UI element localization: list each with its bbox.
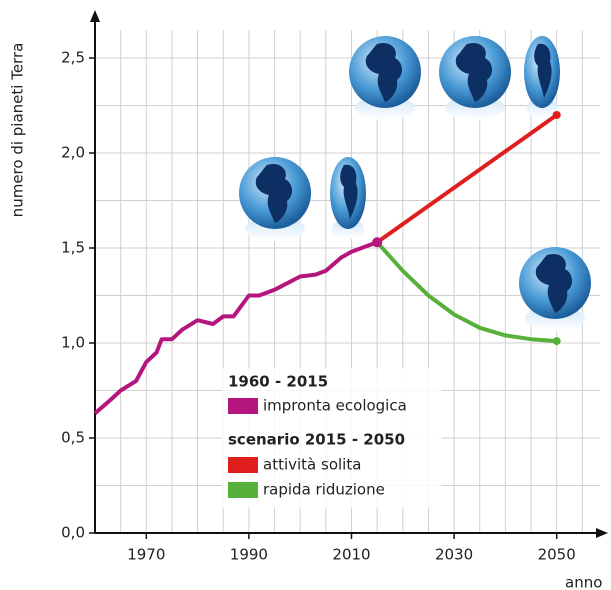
end-point xyxy=(552,337,561,346)
globe-icon xyxy=(519,247,591,331)
legend-swatch xyxy=(228,398,258,414)
x-tick-label: 1970 xyxy=(127,546,165,564)
series-line xyxy=(93,240,378,415)
legend-bg xyxy=(222,368,442,508)
y-axis-label: numero di pianeti Terra xyxy=(9,43,27,218)
junction-point xyxy=(372,237,383,248)
globe-icon xyxy=(439,36,511,120)
y-tick-label: 2,0 xyxy=(61,144,85,162)
y-axis-arrow xyxy=(90,10,100,22)
legend-label: attività solita xyxy=(263,456,361,474)
y-tick-label: 0,0 xyxy=(61,524,85,542)
x-axis-arrow xyxy=(596,528,608,538)
x-tick-label: 2050 xyxy=(538,546,576,564)
series-line xyxy=(375,113,558,244)
legend-group-title: scenario 2015 - 2050 xyxy=(228,431,405,449)
y-tick-label: 1,5 xyxy=(61,239,85,257)
globe-icon xyxy=(349,36,421,120)
globe-icon xyxy=(330,157,366,239)
legend-swatch xyxy=(228,482,258,498)
legend-label: rapida riduzione xyxy=(263,481,385,499)
legend-swatch xyxy=(228,457,258,473)
x-axis-label: anno xyxy=(565,574,602,590)
globes xyxy=(239,36,591,331)
x-tick-label: 2030 xyxy=(435,546,473,564)
y-tick-label: 1,0 xyxy=(61,334,85,352)
end-point xyxy=(552,111,561,119)
globe-icon xyxy=(524,36,560,118)
y-tick-label: 2,5 xyxy=(61,49,85,67)
series-line xyxy=(375,240,557,344)
legend-label: impronta ecologica xyxy=(263,397,407,415)
x-tick-label: 2010 xyxy=(332,546,370,564)
legend-group-title: 1960 - 2015 xyxy=(228,373,328,391)
globe-icon xyxy=(239,157,311,241)
y-tick-label: 0,5 xyxy=(61,429,85,447)
x-tick-label: 1990 xyxy=(230,546,268,564)
